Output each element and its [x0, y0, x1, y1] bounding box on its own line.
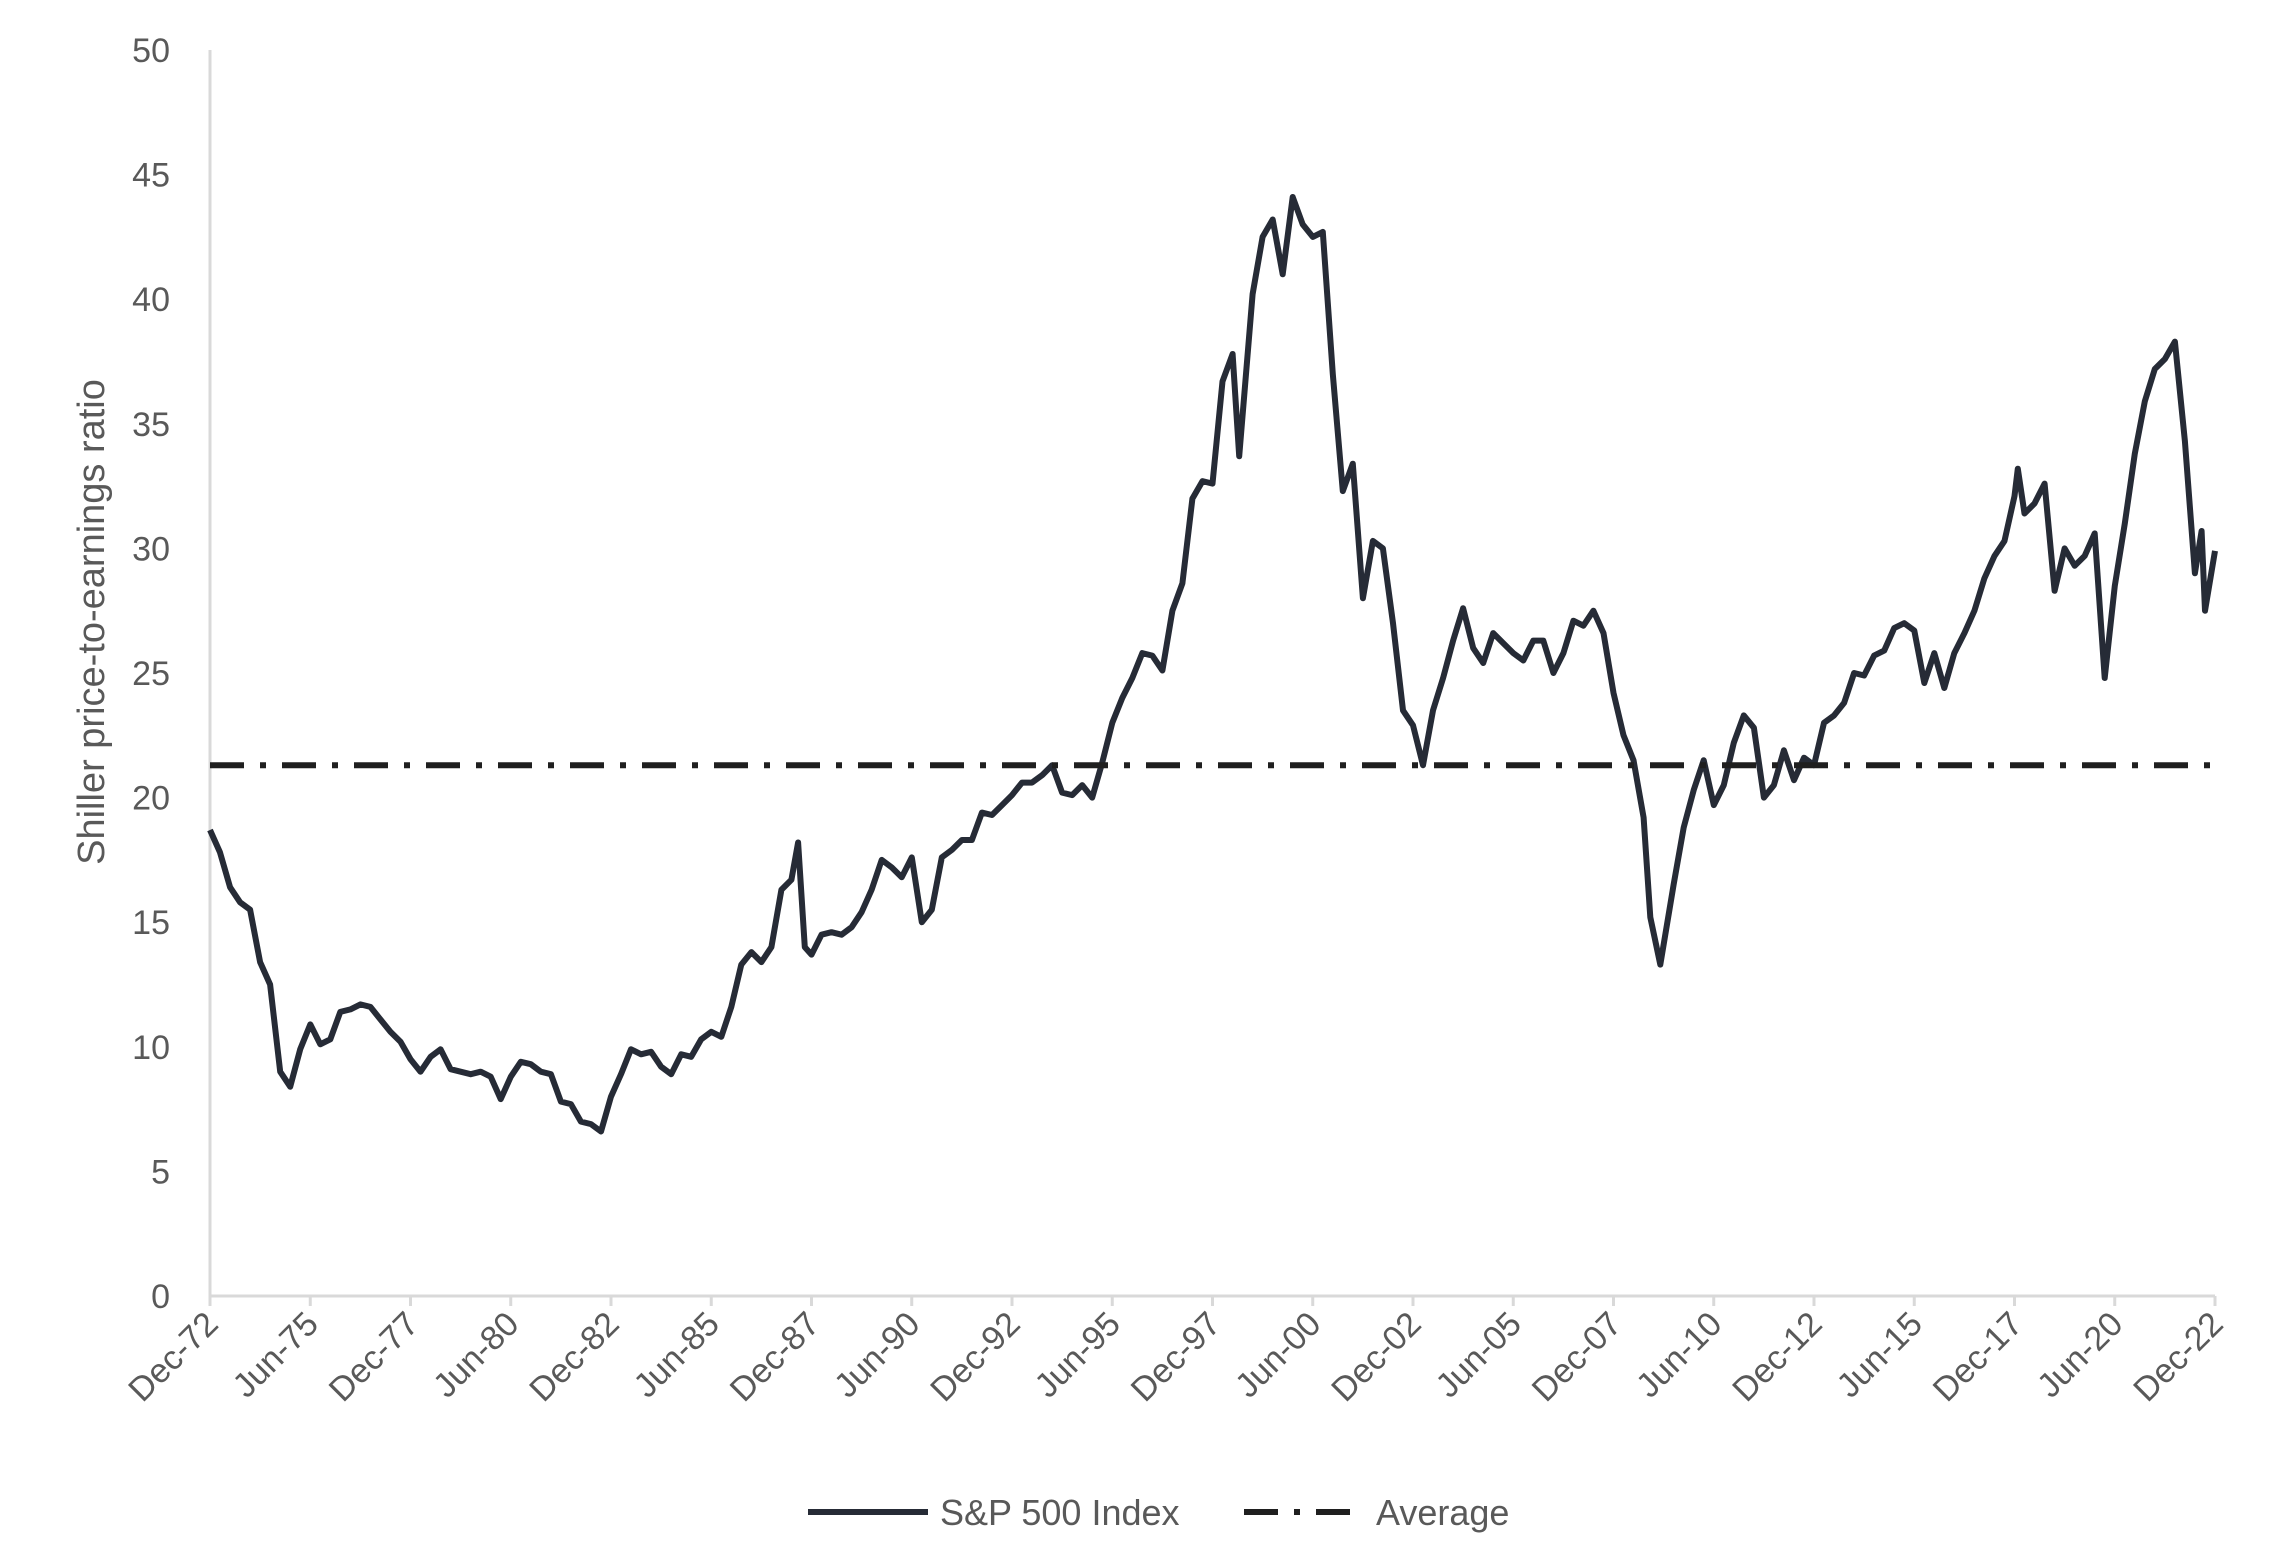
legend-label-average: Average: [1376, 1492, 1509, 1533]
x-tick-label: Jun-05: [1429, 1305, 1529, 1405]
x-tick-label: Dec-87: [723, 1305, 827, 1409]
x-tick-label: Jun-95: [1028, 1305, 1128, 1405]
x-tick-label: Jun-90: [827, 1305, 927, 1405]
x-tick-label: Dec-92: [923, 1305, 1027, 1409]
x-tick-label: Dec-12: [1725, 1305, 1829, 1409]
x-tick-label: Dec-22: [2126, 1305, 2230, 1409]
series-line-sp500: [207, 194, 2218, 1135]
x-tick-label: Dec-82: [522, 1305, 626, 1409]
legend: S&P 500 Index Average: [808, 1492, 1509, 1533]
y-tick-label: 50: [132, 32, 170, 70]
y-tick-label: 30: [132, 530, 170, 568]
x-tick-label: Dec-72: [121, 1305, 225, 1409]
x-tick-label: Jun-00: [1228, 1305, 1328, 1405]
legend-label-sp500: S&P 500 Index: [940, 1492, 1180, 1533]
y-tick-label: 20: [132, 780, 170, 818]
y-tick-label: 15: [132, 904, 170, 942]
y-tick-label: 45: [132, 157, 170, 195]
x-tick-label: Dec-97: [1124, 1305, 1228, 1409]
x-tick-label: Jun-15: [1830, 1305, 1930, 1405]
x-tick-label: Jun-75: [226, 1305, 326, 1405]
y-tick-label: 25: [132, 655, 170, 693]
x-tick-label: Dec-02: [1324, 1305, 1428, 1409]
y-axis: 0 5 10 15 20 25 30 35 40 45 50: [132, 32, 212, 1316]
series-group: [207, 194, 2218, 1135]
y-tick-label: 35: [132, 406, 170, 444]
x-tick-label: Jun-85: [627, 1305, 727, 1405]
x-tick-label: Jun-10: [1629, 1305, 1729, 1405]
x-tick-label: Dec-77: [322, 1305, 426, 1409]
y-axis-title: Shiller price-to-earnings ratio: [71, 379, 113, 865]
x-tick-label: Jun-20: [2030, 1305, 2130, 1405]
x-tick-label: Jun-80: [426, 1305, 526, 1405]
x-tick-label: Dec-17: [1926, 1305, 2030, 1409]
y-tick-label: 5: [151, 1153, 170, 1191]
y-tick-label: 0: [151, 1278, 170, 1316]
y-tick-label: 40: [132, 281, 170, 319]
y-tick-label: 10: [132, 1029, 170, 1067]
x-tick-label: Dec-07: [1525, 1305, 1629, 1409]
